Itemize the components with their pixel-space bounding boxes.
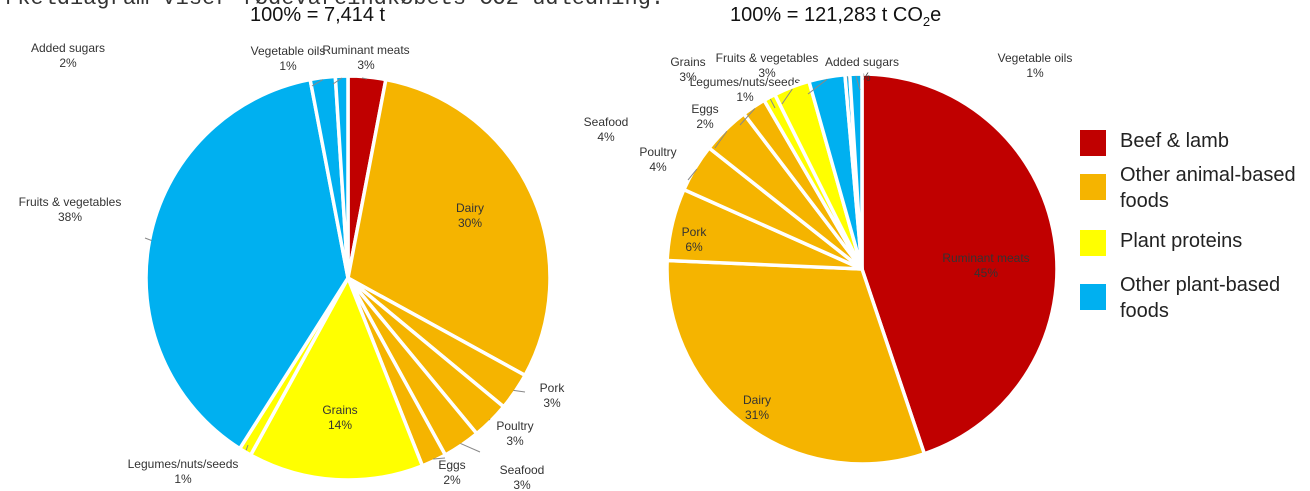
legend: Beef & lamb Other animal-based foods Pla…: [1080, 128, 1310, 324]
slice-label: Fruits & vegetables: [19, 195, 122, 209]
slice-percent: 2%: [696, 117, 714, 131]
leader-line: [855, 75, 861, 91]
slice-percent: 6%: [685, 240, 703, 254]
legend-swatch: [1080, 130, 1106, 156]
pie-slice-vegetable-oils: [333, 74, 350, 279]
slice-percent: 1%: [279, 59, 297, 73]
legend-swatch: [1080, 230, 1106, 256]
leader-line: [245, 444, 249, 451]
slice-label: Grains: [322, 403, 357, 417]
slice-label: Legumes/nuts/seeds: [690, 75, 801, 89]
leader-line: [361, 77, 367, 80]
slice-percent: 3%: [357, 58, 375, 72]
pie-slice-grains: [248, 273, 425, 482]
slice-percent: 4%: [597, 130, 615, 144]
slice-label: Pork: [682, 225, 708, 239]
slice-percent: 3%: [679, 70, 697, 84]
legend-label: Beef & lamb: [1120, 130, 1229, 152]
slice-label: Ruminant meats: [322, 43, 409, 57]
right-chart-total: 100% = 121,283 t CO2e: [730, 4, 941, 29]
slice-label: Eggs: [691, 102, 718, 116]
slice-percent: 3%: [758, 66, 776, 80]
slice-label: Ruminant meats: [942, 251, 1029, 265]
slice-label: Added sugars: [31, 41, 105, 55]
slice-percent: 4%: [649, 160, 667, 174]
slice-percent: 2%: [59, 56, 77, 70]
slice-label: Vegetable oils: [251, 44, 326, 58]
right-total-tail: e: [930, 4, 942, 26]
pie-slice-vegetable-oils: [847, 72, 864, 270]
leader-line: [332, 77, 342, 85]
slice-label: Eggs: [438, 458, 465, 472]
leader-line: [460, 442, 481, 453]
legend-item-beef-lamb: Beef & lamb: [1080, 128, 1310, 156]
leader-line: [311, 79, 324, 87]
leader-line: [714, 130, 728, 149]
slice-label: Legumes/nuts/seeds: [128, 457, 239, 471]
slice-percent: 1%: [736, 90, 754, 104]
leader-line: [489, 419, 491, 421]
left-chart-total: 100% = 7,414 t: [250, 4, 386, 26]
leader-line: [739, 108, 756, 126]
legend-label: Plant proteins: [1120, 230, 1243, 252]
right-total-main: 100% = 121,283 t CO: [730, 4, 923, 26]
legend-item-plant-proteins: Plant proteins: [1080, 228, 1310, 256]
slice-percent: 3%: [506, 434, 524, 448]
leader-line: [433, 457, 446, 460]
slice-label: Poultry: [639, 145, 676, 159]
slice-label: Added sugars: [825, 55, 899, 69]
slice-label: Poultry: [496, 419, 533, 433]
leader-line: [513, 389, 526, 393]
leader-line: [769, 98, 776, 109]
slice-label: Seafood: [500, 463, 545, 477]
legend-label: Other plant-based foods: [1120, 274, 1281, 322]
legend-swatch: [1080, 284, 1106, 310]
legend-swatch: [1080, 174, 1106, 200]
slice-label: Vegetable oils: [998, 51, 1073, 65]
legend-label: Other animal-based foods: [1120, 164, 1296, 212]
slice-label: Dairy: [456, 201, 484, 215]
right-pie-chart: Ruminant meats45%Dairy31%Pork6%Poultry4%…: [584, 51, 1073, 466]
leader-line: [781, 88, 793, 105]
slice-label: Grains: [670, 55, 705, 69]
legend-item-other-animal: Other animal-based foods: [1080, 162, 1310, 214]
slice-percent: 2%: [443, 473, 461, 487]
leader-line: [144, 237, 152, 241]
slice-label: Dairy: [743, 393, 771, 407]
leader-line: [807, 78, 828, 95]
slice-percent: 3%: [543, 396, 561, 410]
leader-line: [687, 168, 698, 181]
right-total-subscript: 2: [922, 14, 931, 29]
slice-percent: 31%: [745, 408, 769, 422]
slice-label: Pork: [540, 381, 566, 395]
legend-item-other-plant: Other plant-based foods: [1080, 272, 1310, 324]
slice-percent: 45%: [974, 266, 998, 280]
slice-percent: 30%: [458, 216, 482, 230]
slice-percent: 1%: [1026, 66, 1044, 80]
slice-percent: 38%: [58, 210, 82, 224]
caption-text: rkeldiagram viser fødevareindkøbets CO2 …: [4, 0, 1004, 11]
slice-percent: 1%: [174, 472, 192, 486]
slice-percent: 3%: [513, 478, 531, 491]
slice-label: Fruits & vegetables: [716, 51, 819, 65]
pie-slice-dairy: [665, 258, 927, 466]
left-pie-chart: Ruminant meats3%Dairy30%Pork3%Poultry3%S…: [19, 41, 566, 491]
slice-label: Seafood: [584, 115, 629, 129]
pie-slice-dairy: [346, 77, 552, 378]
slice-percent: 14%: [328, 418, 352, 432]
pie-slice-ruminant-meats: [860, 72, 1059, 456]
